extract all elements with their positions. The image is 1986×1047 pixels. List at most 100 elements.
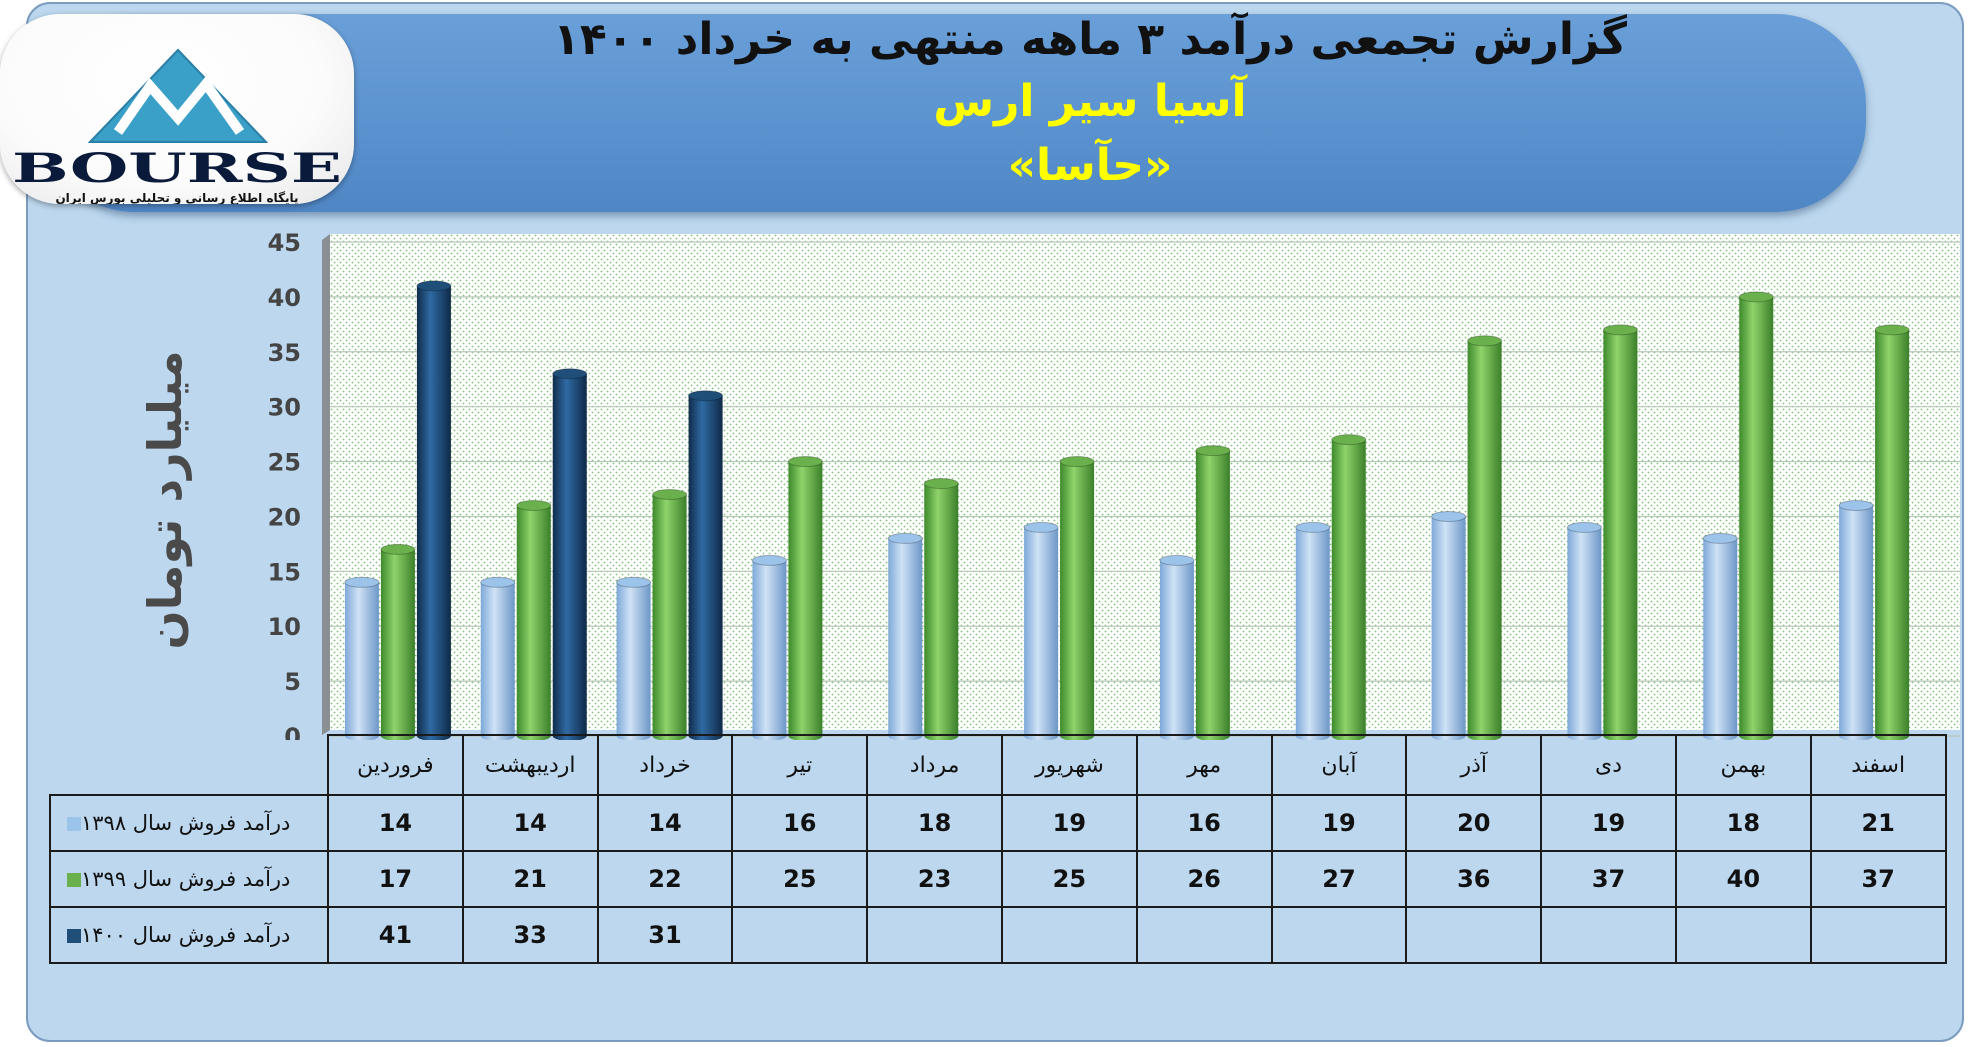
category-label: اسفند (1809, 734, 1947, 796)
y-tick-label: 15 (268, 558, 301, 586)
y-tick-label: 40 (268, 284, 301, 312)
bar (1295, 521, 1331, 740)
table-cell: 18 (866, 794, 1003, 852)
series-name: درآمد فروش سال ۱۳۹۹ (81, 867, 291, 891)
bar (1838, 499, 1874, 740)
table-cell: 14 (461, 794, 599, 852)
bar (1023, 521, 1059, 740)
y-tick-label: 5 (284, 668, 301, 696)
bar (344, 576, 380, 740)
table-cell: 19 (1000, 794, 1138, 852)
bar (1059, 456, 1095, 740)
y-tick-label: 35 (268, 339, 301, 367)
table-cell: 19 (1270, 794, 1408, 852)
bar (1602, 324, 1638, 740)
legend-swatch (67, 929, 81, 943)
y-tick-label: 30 (268, 394, 301, 422)
table-cell: 19 (1540, 794, 1677, 852)
ticker-symbol: «حآسا» (1007, 140, 1173, 191)
report-title: گزارش تجمعی درآمد ۳ ماهه منتهی به خرداد … (553, 14, 1627, 65)
bar (1874, 324, 1910, 740)
category-label: بهمن (1674, 734, 1812, 796)
y-tick-label: 45 (268, 229, 301, 257)
bourse24-logo: BOURSE پایگاه اطلاع رسانی و تحلیلی بورس … (0, 14, 354, 206)
bar (1159, 554, 1195, 740)
series-label: درآمد فروش سال ۱۴۰۰ (49, 906, 329, 964)
bar (480, 576, 516, 740)
legend-swatch (67, 817, 81, 831)
bar (416, 280, 452, 740)
table-cell (1809, 906, 1947, 964)
table-cell: 25 (1000, 850, 1138, 908)
table-cell: 16 (1135, 794, 1273, 852)
bar (652, 488, 688, 740)
table-cell: 33 (461, 906, 599, 964)
bar (616, 576, 652, 740)
category-label: آذر (1405, 734, 1543, 796)
bar (1431, 510, 1467, 740)
table-row: درآمد فروش سال ۱۳۹۹ 17 21 22 25 23 25 26 27 36 37 4… (49, 850, 1947, 908)
table-cell (1540, 906, 1677, 964)
table-row: درآمد فروش سال ۱۳۹۸ 14 14 14 16 18 19 16 19 20 19 1… (49, 794, 1947, 852)
bar (923, 478, 959, 740)
table-cell: 23 (866, 850, 1003, 908)
table-cell: 16 (731, 794, 869, 852)
bar (516, 499, 552, 740)
table-cell (1135, 906, 1273, 964)
bourse24-logo-mark: BOURSE پایگاه اطلاع رسانی و تحلیلی بورس … (12, 48, 342, 206)
bar (1331, 434, 1367, 740)
series-label: درآمد فروش سال ۱۳۹۸ (49, 794, 329, 852)
table-cell (1000, 906, 1138, 964)
bar (887, 532, 923, 740)
category-label: شهریور (1000, 734, 1138, 796)
table-cell: 27 (1270, 850, 1408, 908)
bar (751, 554, 787, 740)
bar (1566, 521, 1602, 740)
table-cell: 21 (461, 850, 599, 908)
table-corner (50, 735, 329, 796)
table-row: درآمد فروش سال ۱۴۰۰ 41 33 31 (49, 906, 1947, 964)
company-name: آسیا سیر ارس (933, 76, 1247, 127)
y-tick-label: 25 (268, 449, 301, 477)
table-cell: 40 (1674, 850, 1812, 908)
category-label: خرداد (596, 734, 734, 796)
y-tick-label: 10 (268, 613, 301, 641)
bar (552, 368, 588, 740)
table-cell: 17 (327, 850, 464, 908)
category-label: دی (1540, 734, 1677, 796)
legend-swatch (67, 873, 81, 887)
category-row: فروردین اردیبهشت خرداد تیر مرداد شهریور مهر آبا… (50, 734, 1947, 796)
table-cell: 18 (1674, 794, 1812, 852)
series-name: درآمد فروش سال ۱۳۹۸ (81, 811, 291, 835)
category-label: اردیبهشت (461, 734, 599, 796)
logo-wordmark: BOURSE (12, 145, 342, 192)
table-cell (1674, 906, 1812, 964)
table-cell: 26 (1135, 850, 1273, 908)
category-label: تیر (731, 734, 869, 796)
bar (1738, 291, 1774, 740)
table-cell: 25 (731, 850, 869, 908)
category-label: مهر (1135, 734, 1273, 796)
table-cell: 22 (596, 850, 734, 908)
plot-area (330, 234, 1960, 730)
category-label: مرداد (866, 734, 1003, 796)
table-cell: 14 (596, 794, 734, 852)
bar (380, 543, 416, 740)
series-label: درآمد فروش سال ۱۳۹۹ (49, 850, 329, 908)
table-cell (866, 906, 1003, 964)
bar (1195, 445, 1231, 740)
table-cell: 20 (1405, 794, 1543, 852)
category-label: فروردین (327, 734, 464, 796)
table-cell: 37 (1540, 850, 1677, 908)
data-table: فروردین اردیبهشت خرداد تیر مرداد شهریور مهر آبا… (49, 734, 1947, 964)
table-cell (1270, 906, 1408, 964)
y-tick-label: 20 (268, 503, 301, 531)
bar (787, 456, 823, 740)
table-cell (731, 906, 869, 964)
table-cell (1405, 906, 1543, 964)
table-cell: 14 (327, 794, 464, 852)
logo-tagline: پایگاه اطلاع رسانی و تحلیلی بورس ایران (55, 191, 298, 204)
table-cell: 37 (1809, 850, 1947, 908)
y-axis-wall (322, 234, 330, 735)
